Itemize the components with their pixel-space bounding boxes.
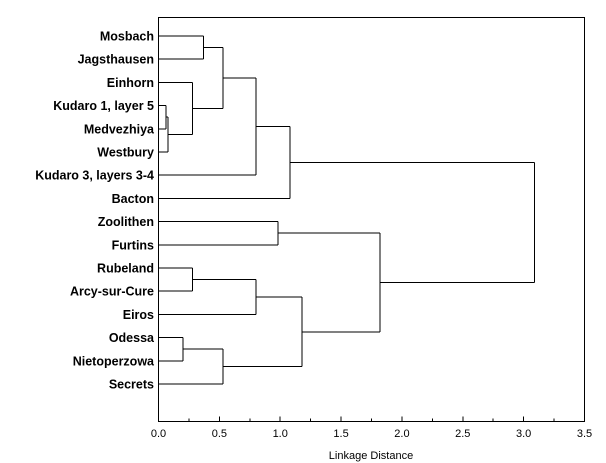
x-tick-label: 2.0 xyxy=(394,428,409,440)
leaf-label: Eiros xyxy=(123,308,154,322)
leaf-label: Zoolithen xyxy=(98,215,154,229)
leaf-label: Furtins xyxy=(112,238,154,252)
leaf-label: Rubeland xyxy=(97,262,154,276)
x-tick-label: 1.5 xyxy=(333,428,348,440)
leaf-label: Kudaro 3, layers 3-4 xyxy=(35,169,154,183)
x-tick-label: 3.5 xyxy=(577,428,592,440)
leaf-label: Einhorn xyxy=(107,76,154,90)
dendrogram-links xyxy=(158,35,536,385)
x-tick-label: 0.5 xyxy=(212,428,227,440)
leaf-label: Medvezhiya xyxy=(84,122,155,136)
leaf-label: Kudaro 1, layer 5 xyxy=(53,99,154,113)
leaf-label: Westbury xyxy=(97,146,154,160)
x-axis: 0.0 0.5 1.0 1.5 2.0 2.5 3.0 3.5 xyxy=(151,416,592,440)
leaf-label: Arcy-sur-Cure xyxy=(70,285,154,299)
x-tick-label: 3.0 xyxy=(516,428,531,440)
x-tick-label: 0.0 xyxy=(151,428,166,440)
leaf-labels: Mosbach Jagsthausen Einhorn Kudaro 1, layer… xyxy=(35,30,155,392)
x-axis-title: Linkage Distance xyxy=(329,450,413,462)
leaf-label: Mosbach xyxy=(100,30,154,44)
leaf-label: Bacton xyxy=(112,192,154,206)
leaf-label: Odessa xyxy=(109,331,155,345)
x-tick-label: 1.0 xyxy=(273,428,288,440)
x-tick-label: 2.5 xyxy=(455,428,470,440)
plot-frame xyxy=(158,17,585,422)
leaf-label: Jagsthausen xyxy=(78,53,154,67)
leaf-label: Secrets xyxy=(109,378,154,392)
leaf-label: Nietoperzowa xyxy=(73,354,155,368)
